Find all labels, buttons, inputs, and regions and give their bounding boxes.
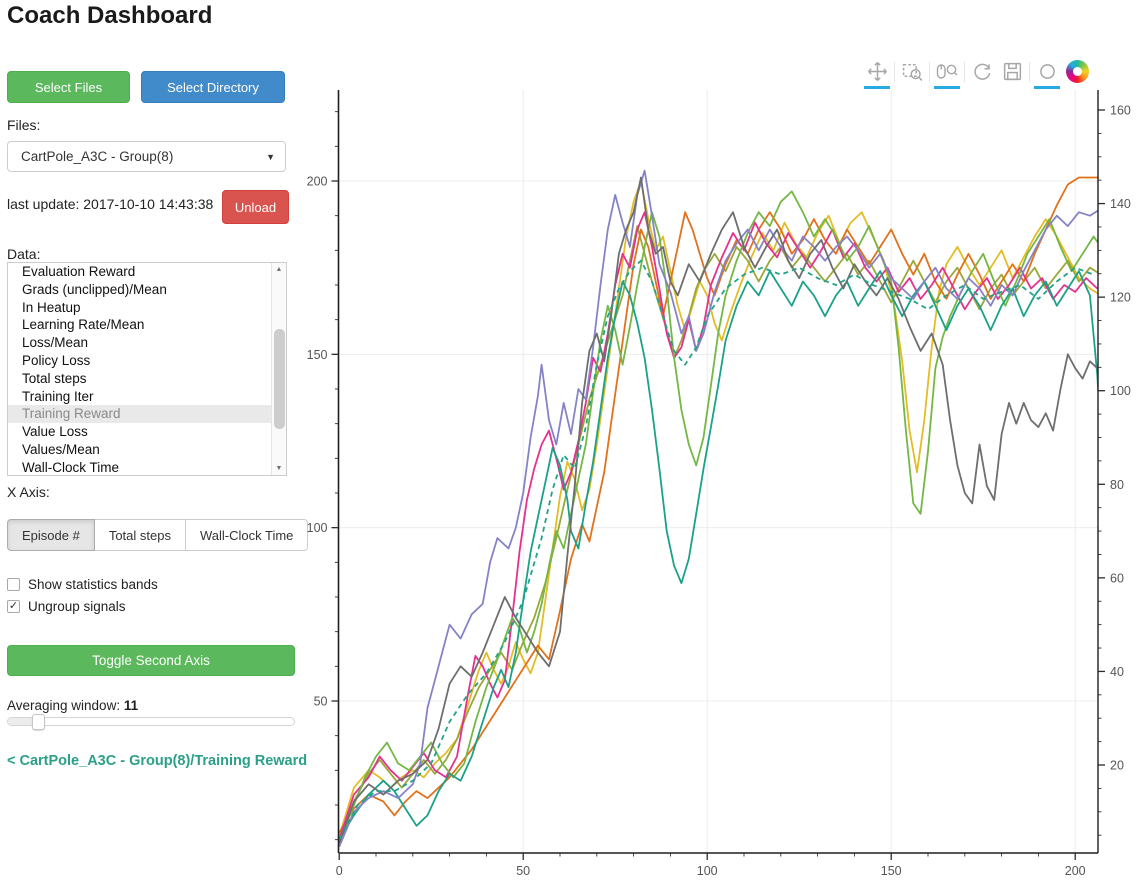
left-tick-label: 100 [307, 521, 328, 535]
right-tick-label: 20 [1110, 758, 1124, 772]
right-tick-label: 60 [1110, 571, 1124, 585]
data-list-item[interactable]: Value Loss [22, 424, 88, 440]
select-caret-icon: ▼ [266, 151, 275, 162]
data-list-item[interactable]: Learning Rate/Mean [22, 317, 145, 333]
scroll-up-icon[interactable]: ▲ [275, 266, 283, 273]
list-scrollbar[interactable]: ▲ ▼ [271, 263, 286, 475]
x-tick-label: 50 [516, 864, 530, 878]
series-worker-magenta [338, 211, 1098, 840]
averaging-window-label: Averaging window: [7, 698, 124, 713]
checkbox-row: ✓ Ungroup signals [7, 599, 126, 614]
data-list-item[interactable]: Total steps [22, 370, 87, 386]
data-list-item[interactable]: Policy Loss [22, 352, 91, 368]
toolbar-separator [894, 61, 895, 82]
x-tick-label: 0 [336, 864, 343, 878]
checkbox-row: Show statistics bands [7, 577, 158, 592]
series-worker-gray [338, 176, 1098, 844]
right-tick-label: 40 [1110, 665, 1124, 679]
averaging-window-row: Averaging window: 11 [7, 698, 138, 713]
x-tick-label: 200 [1065, 864, 1086, 878]
data-list-item[interactable]: Grads (unclipped)/Mean [22, 281, 167, 297]
select-files-button[interactable]: Select Files [7, 71, 130, 103]
save-tool-icon[interactable] [997, 58, 1027, 85]
data-label: Data: [7, 246, 41, 262]
data-list-item[interactable]: In Heatup [22, 299, 81, 315]
wheel-zoom-tool-icon[interactable] [932, 58, 962, 89]
right-tick-label: 120 [1110, 291, 1131, 305]
left-tick-label: 50 [314, 695, 328, 709]
checkbox[interactable] [7, 578, 20, 591]
x-axis-option-button[interactable]: Total steps [94, 519, 186, 551]
right-tick-label: 160 [1110, 104, 1131, 118]
x-tick-label: 100 [697, 864, 718, 878]
files-select[interactable]: CartPole_A3C - Group(8) ▼ [7, 141, 286, 172]
breadcrumb-signal-link[interactable]: < CartPole_A3C - Group(8)/Training Rewar… [7, 753, 308, 769]
hover-tool-icon[interactable] [1032, 58, 1062, 89]
page-title: Coach Dashboard [7, 2, 213, 29]
pan-tool-icon[interactable] [862, 58, 892, 89]
slider-fill [8, 718, 38, 725]
x-axis-label: X Axis: [7, 484, 50, 500]
scroll-down-icon[interactable]: ▼ [275, 465, 283, 472]
x-axis-option-button[interactable]: Wall-Clock Time [185, 519, 309, 551]
unload-button[interactable]: Unload [222, 190, 289, 224]
data-list-item[interactable]: Wall-Clock Time [22, 459, 120, 475]
left-tick-label: 150 [307, 348, 328, 362]
files-label: Files: [7, 117, 41, 133]
series-worker-purple [338, 169, 1098, 847]
toolbar-separator [964, 61, 965, 82]
checkbox-label: Show statistics bands [28, 577, 158, 592]
data-list-item[interactable]: Training Reward [8, 405, 286, 424]
data-list-item[interactable]: Evaluation Reward [22, 264, 136, 279]
data-signal-list[interactable]: Evaluation Reward Grads (unclipped)/Mean I… [7, 262, 287, 476]
files-select-value: CartPole_A3C - Group(8) [21, 149, 174, 164]
slider-thumb[interactable] [32, 714, 45, 730]
x-axis-button-group: Episode # Total steps Wall-Clock Time [7, 519, 309, 551]
series-worker-green [338, 190, 1098, 844]
last-update-text: last update: 2017-10-10 14:43:38 [7, 196, 214, 212]
series-worker-teal [338, 270, 1098, 841]
checkbox-label: Ungroup signals [28, 599, 126, 614]
bokeh-logo-icon[interactable] [1066, 60, 1089, 83]
reset-tool-icon[interactable] [967, 58, 997, 85]
toolbar-separator [1029, 61, 1030, 82]
averaging-window-value: 11 [123, 698, 139, 713]
x-axis-option-button[interactable]: Episode # [7, 519, 95, 551]
right-tick-label: 80 [1110, 478, 1124, 492]
data-list-item[interactable]: Values/Mean [22, 441, 100, 457]
averaging-window-slider[interactable] [7, 714, 295, 730]
plot-toolbar [862, 58, 1089, 89]
data-list-item[interactable]: Training Iter [22, 388, 94, 404]
bokeh-logo-center [1073, 67, 1082, 76]
series-worker-olive [338, 225, 1098, 841]
right-tick-label: 140 [1110, 197, 1131, 211]
scrollbar-thumb[interactable] [274, 329, 285, 429]
checkbox[interactable]: ✓ [7, 600, 20, 613]
toolbar-separator [929, 61, 930, 82]
box-zoom-tool-icon[interactable] [897, 58, 927, 85]
right-tick-label: 100 [1110, 384, 1131, 398]
data-list-item[interactable]: Loss/Mean [22, 335, 89, 351]
training-reward-chart[interactable]: 50 100 150 200 0 50 100 150 200 20 40 60 80 100 120 140… [300, 50, 1142, 881]
series-group-mean [338, 259, 1094, 841]
x-tick-label: 150 [881, 864, 902, 878]
select-directory-button[interactable]: Select Directory [141, 71, 285, 103]
series-worker-orange [338, 176, 1098, 834]
left-tick-label: 200 [307, 175, 328, 189]
toggle-second-axis-button[interactable]: Toggle Second Axis [7, 645, 295, 676]
